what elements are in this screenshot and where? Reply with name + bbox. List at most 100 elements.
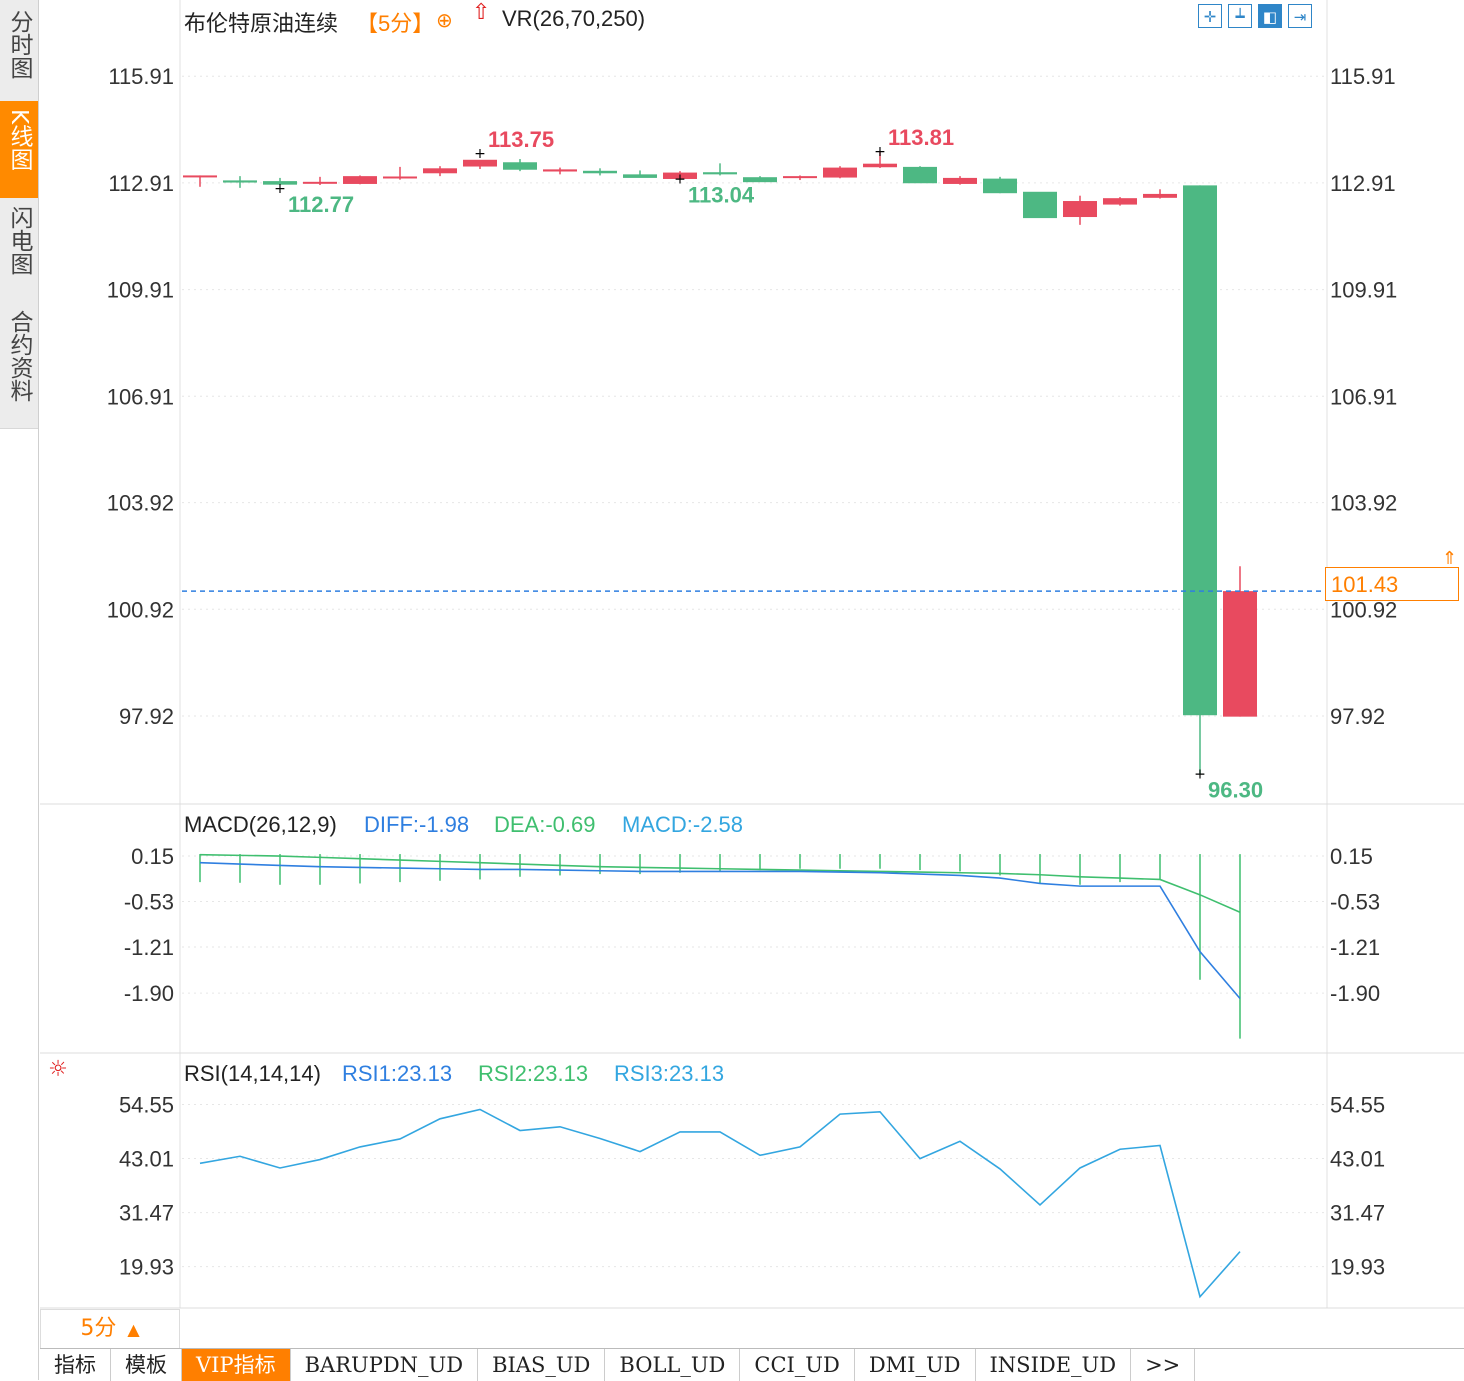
candle-body — [223, 180, 257, 183]
y-tick-right: 109.91 — [1330, 278, 1397, 303]
tab-time-sharing[interactable]: 分时图 — [0, 0, 38, 107]
tab-flash[interactable]: 闪电图 — [0, 198, 38, 303]
candle-body — [983, 178, 1017, 194]
y-tick-right: 115.91 — [1330, 64, 1396, 89]
y-tick-right: 112.91 — [1330, 171, 1396, 196]
y-tick-left: 112.91 — [108, 171, 174, 196]
indicator-tab[interactable]: 指标 — [40, 1349, 111, 1381]
rsi-title: RSI(14,14,14) — [184, 1061, 321, 1086]
period-label[interactable]: 【5分】 — [356, 11, 435, 36]
y-tick-right: 31.47 — [1330, 1201, 1385, 1226]
y-tick-right: 0.15 — [1330, 844, 1373, 869]
tab-contract-info[interactable]: 合约资料 — [0, 300, 38, 429]
kline-icon[interactable]: ┷ — [1228, 4, 1252, 28]
candle-body — [623, 174, 657, 178]
indicator-tab[interactable]: BOLL_UD — [605, 1349, 741, 1381]
rsi-legend-1: RSI2:23.13 — [478, 1061, 588, 1086]
dea-line — [199, 853, 1241, 913]
y-tick-left: 100.92 — [107, 597, 174, 622]
candle-body — [663, 172, 697, 179]
tab-label: 分时图 — [6, 10, 32, 79]
y-tick-left: -1.21 — [124, 935, 174, 960]
candle-body — [423, 168, 457, 174]
y-tick-left: -0.53 — [124, 890, 174, 915]
y-tick-right: -1.21 — [1330, 935, 1380, 960]
extreme-label: 113.75 — [488, 127, 554, 152]
rsi-legend-0: RSI1:23.13 — [342, 1061, 452, 1086]
candle-body — [303, 181, 337, 184]
candle-body — [343, 176, 377, 184]
y-tick-right: 19.93 — [1330, 1255, 1385, 1280]
extreme-label: 113.04 — [688, 182, 755, 207]
y-tick-right: 97.92 — [1330, 704, 1385, 729]
y-tick-right: 100.92 — [1330, 597, 1397, 622]
y-tick-left: 31.47 — [119, 1201, 174, 1226]
price-marker-icon[interactable]: ⇑ — [1442, 548, 1458, 569]
rsi-line — [199, 1108, 1241, 1299]
indicator-tab[interactable]: BARUPDN_UD — [291, 1349, 479, 1381]
indicator-tabs: 指标 模板 VIP指标 BARUPDN_UD BIAS_UD BOLL_UD CCI_UD D… — [40, 1348, 1464, 1381]
y-tick-left: 54.55 — [119, 1093, 174, 1118]
indicator-tab[interactable]: >> — [1131, 1349, 1196, 1381]
crosshair-icon[interactable]: ✛ — [1198, 4, 1222, 28]
chart-toolbar: ✛ ┷ ◧ ⇥ — [1198, 4, 1312, 28]
candle-body — [1183, 185, 1217, 716]
candle-body — [463, 159, 497, 167]
candle-body — [1103, 198, 1137, 205]
macd-legend-0: DIFF:-1.98 — [364, 812, 469, 837]
candle-body — [1143, 193, 1177, 198]
y-tick-left: 43.01 — [119, 1147, 174, 1172]
indicator-tab[interactable]: BIAS_UD — [478, 1349, 606, 1381]
candle-body — [863, 163, 897, 168]
arrow-up-icon[interactable]: ⇧ — [472, 0, 491, 25]
candle-body — [183, 175, 217, 178]
last-price-box: 101.43 — [1325, 567, 1459, 601]
view-tabs: 分时图 K线图 闪电图 合约资料 — [0, 0, 39, 1380]
candle-body — [543, 169, 577, 172]
y-tick-right: 43.01 — [1330, 1147, 1385, 1172]
indicator-tab[interactable]: CCI_UD — [740, 1349, 855, 1381]
extreme-marker: + — [274, 181, 286, 197]
y-tick-right: -0.53 — [1330, 890, 1380, 915]
indicator-tab[interactable]: DMI_UD — [855, 1349, 976, 1381]
candle-body — [383, 176, 417, 179]
extreme-label: 96.30 — [1208, 778, 1263, 803]
candle-body — [783, 176, 817, 179]
period-selector-label: 5分 — [80, 1316, 117, 1341]
macd-legend-1: DEA:-0.69 — [494, 812, 596, 837]
y-tick-left: 97.92 — [119, 704, 174, 729]
candle-body — [743, 177, 777, 183]
diff-line — [199, 861, 1241, 1000]
macd-legend-2: MACD:-2.58 — [622, 812, 743, 837]
tab-kline[interactable]: K线图 — [0, 101, 38, 202]
extreme-marker: + — [474, 146, 486, 162]
candle-body — [943, 177, 977, 184]
zoom-icon[interactable]: ◧ — [1258, 4, 1282, 28]
add-indicator-icon[interactable]: ⊕ — [436, 8, 453, 32]
y-tick-left: 103.92 — [107, 491, 174, 516]
y-tick-left: 0.15 — [131, 844, 174, 869]
y-tick-left: 115.91 — [108, 64, 174, 89]
extreme-marker: + — [874, 144, 886, 160]
indicator-tab[interactable]: VIP指标 — [182, 1349, 291, 1381]
candle-body — [1023, 191, 1057, 219]
instrument-name: 布伦特原油连续 — [184, 11, 339, 36]
y-tick-right: -1.90 — [1330, 981, 1380, 1006]
export-icon[interactable]: ⇥ — [1288, 4, 1312, 28]
y-tick-right: 54.55 — [1330, 1093, 1385, 1118]
sun-icon[interactable]: ☼ — [48, 1057, 68, 1082]
tab-label: 闪电图 — [6, 206, 32, 275]
extreme-marker: + — [1194, 767, 1206, 783]
indicator-tab[interactable]: INSIDE_UD — [976, 1349, 1132, 1381]
indicator-label[interactable]: VR(26,70,250) — [502, 6, 646, 31]
candle-body — [503, 162, 537, 170]
rsi-legend-2: RSI3:23.13 — [614, 1061, 724, 1086]
indicator-tab[interactable]: 模板 — [111, 1349, 182, 1381]
candle-body — [583, 170, 617, 174]
tab-label: K线图 — [6, 109, 32, 171]
period-selector[interactable]: 5分 ▲ — [40, 1309, 180, 1349]
y-tick-right: 106.91 — [1330, 384, 1397, 409]
candle-body — [263, 181, 297, 185]
extreme-marker: + — [674, 171, 686, 187]
